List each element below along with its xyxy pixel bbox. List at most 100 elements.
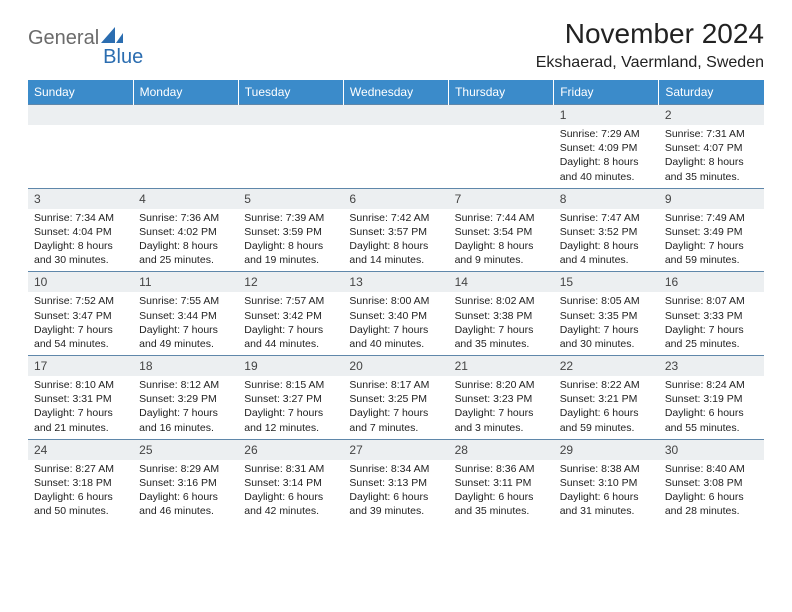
sunrise-text: Sunrise: 8:20 AM [455,378,548,392]
calendar-page: General Blue November 2024 Ekshaerad, Va… [0,0,792,532]
sunset-text: Sunset: 3:44 PM [139,309,232,323]
sunrise-text: Sunrise: 7:42 AM [349,211,442,225]
day-number-cell: 17 [28,356,133,377]
sunrise-text: Sunrise: 7:47 AM [560,211,653,225]
day-number-cell: 13 [343,272,448,293]
sunrise-text: Sunrise: 8:17 AM [349,378,442,392]
day-number-cell: 9 [659,188,764,209]
sunrise-text: Sunrise: 8:29 AM [139,462,232,476]
daylight-text: Daylight: 7 hours and 21 minutes. [34,406,127,434]
daylight-text: Daylight: 6 hours and 42 minutes. [244,490,337,518]
day-number-cell: 1 [554,105,659,126]
day-number-cell: 11 [133,272,238,293]
daylight-text: Daylight: 7 hours and 44 minutes. [244,323,337,351]
daylight-text: Daylight: 7 hours and 35 minutes. [455,323,548,351]
sunrise-text: Sunrise: 8:24 AM [665,378,758,392]
day-content-cell [133,125,238,188]
sunset-text: Sunset: 3:29 PM [139,392,232,406]
day-content-cell: Sunrise: 7:52 AMSunset: 3:47 PMDaylight:… [28,292,133,355]
day-number-cell: 7 [449,188,554,209]
day-content-cell: Sunrise: 8:07 AMSunset: 3:33 PMDaylight:… [659,292,764,355]
brand-text-general: General [28,27,99,50]
daylight-text: Daylight: 7 hours and 49 minutes. [139,323,232,351]
sunset-text: Sunset: 3:38 PM [455,309,548,323]
sunset-text: Sunset: 4:09 PM [560,141,653,155]
sunrise-text: Sunrise: 8:27 AM [34,462,127,476]
day-number-cell: 12 [238,272,343,293]
daylight-text: Daylight: 6 hours and 28 minutes. [665,490,758,518]
day-number-cell: 27 [343,439,448,460]
day-content-cell: Sunrise: 8:10 AMSunset: 3:31 PMDaylight:… [28,376,133,439]
sunrise-text: Sunrise: 7:29 AM [560,127,653,141]
day-content-cell: Sunrise: 8:24 AMSunset: 3:19 PMDaylight:… [659,376,764,439]
sunset-text: Sunset: 3:14 PM [244,476,337,490]
daylight-text: Daylight: 7 hours and 54 minutes. [34,323,127,351]
day-content-cell: Sunrise: 7:47 AMSunset: 3:52 PMDaylight:… [554,209,659,272]
day-number-cell: 19 [238,356,343,377]
daylight-text: Daylight: 6 hours and 55 minutes. [665,406,758,434]
day-number-cell: 16 [659,272,764,293]
day-content-cell: Sunrise: 7:49 AMSunset: 3:49 PMDaylight:… [659,209,764,272]
weekday-header-row: SundayMondayTuesdayWednesdayThursdayFrid… [28,80,764,105]
day-content-row: Sunrise: 7:52 AMSunset: 3:47 PMDaylight:… [28,292,764,355]
sunset-text: Sunset: 3:31 PM [34,392,127,406]
sunset-text: Sunset: 4:07 PM [665,141,758,155]
sunset-text: Sunset: 3:33 PM [665,309,758,323]
sunrise-text: Sunrise: 7:39 AM [244,211,337,225]
sunrise-text: Sunrise: 8:36 AM [455,462,548,476]
day-content-cell: Sunrise: 7:34 AMSunset: 4:04 PMDaylight:… [28,209,133,272]
weekday-header: Friday [554,80,659,105]
sunset-text: Sunset: 3:16 PM [139,476,232,490]
daylight-text: Daylight: 6 hours and 59 minutes. [560,406,653,434]
weekday-header: Tuesday [238,80,343,105]
sunrise-text: Sunrise: 7:49 AM [665,211,758,225]
sunrise-text: Sunrise: 7:55 AM [139,294,232,308]
day-content-cell: Sunrise: 8:05 AMSunset: 3:35 PMDaylight:… [554,292,659,355]
daylight-text: Daylight: 6 hours and 50 minutes. [34,490,127,518]
weekday-header: Sunday [28,80,133,105]
day-content-cell: Sunrise: 8:36 AMSunset: 3:11 PMDaylight:… [449,460,554,523]
day-number-cell: 2 [659,105,764,126]
day-content-row: Sunrise: 8:27 AMSunset: 3:18 PMDaylight:… [28,460,764,523]
sunset-text: Sunset: 3:08 PM [665,476,758,490]
daylight-text: Daylight: 8 hours and 40 minutes. [560,155,653,183]
daylight-text: Daylight: 7 hours and 3 minutes. [455,406,548,434]
day-number-cell: 14 [449,272,554,293]
sunset-text: Sunset: 3:49 PM [665,225,758,239]
weekday-header: Wednesday [343,80,448,105]
day-number-row: 12 [28,105,764,126]
day-number-cell [238,105,343,126]
sunrise-text: Sunrise: 7:31 AM [665,127,758,141]
day-number-cell: 25 [133,439,238,460]
day-content-cell: Sunrise: 8:38 AMSunset: 3:10 PMDaylight:… [554,460,659,523]
day-content-cell: Sunrise: 8:20 AMSunset: 3:23 PMDaylight:… [449,376,554,439]
day-number-cell: 29 [554,439,659,460]
day-content-cell: Sunrise: 8:00 AMSunset: 3:40 PMDaylight:… [343,292,448,355]
sunset-text: Sunset: 3:52 PM [560,225,653,239]
weekday-header: Thursday [449,80,554,105]
daylight-text: Daylight: 8 hours and 25 minutes. [139,239,232,267]
day-number-cell [343,105,448,126]
sunset-text: Sunset: 4:04 PM [34,225,127,239]
sunrise-text: Sunrise: 8:31 AM [244,462,337,476]
sunrise-text: Sunrise: 7:34 AM [34,211,127,225]
sunset-text: Sunset: 3:25 PM [349,392,442,406]
sunrise-text: Sunrise: 8:02 AM [455,294,548,308]
daylight-text: Daylight: 8 hours and 35 minutes. [665,155,758,183]
sunrise-text: Sunrise: 8:00 AM [349,294,442,308]
sunset-text: Sunset: 3:47 PM [34,309,127,323]
day-number-cell: 8 [554,188,659,209]
day-content-row: Sunrise: 8:10 AMSunset: 3:31 PMDaylight:… [28,376,764,439]
brand-logo: General Blue [28,18,143,59]
day-number-cell: 18 [133,356,238,377]
day-number-cell: 6 [343,188,448,209]
sunrise-text: Sunrise: 7:57 AM [244,294,337,308]
daylight-text: Daylight: 6 hours and 35 minutes. [455,490,548,518]
calendar-table: SundayMondayTuesdayWednesdayThursdayFrid… [28,80,764,522]
day-content-cell: Sunrise: 8:17 AMSunset: 3:25 PMDaylight:… [343,376,448,439]
daylight-text: Daylight: 8 hours and 14 minutes. [349,239,442,267]
day-number-cell [449,105,554,126]
weekday-header: Saturday [659,80,764,105]
day-content-cell: Sunrise: 7:29 AMSunset: 4:09 PMDaylight:… [554,125,659,188]
sunset-text: Sunset: 3:42 PM [244,309,337,323]
